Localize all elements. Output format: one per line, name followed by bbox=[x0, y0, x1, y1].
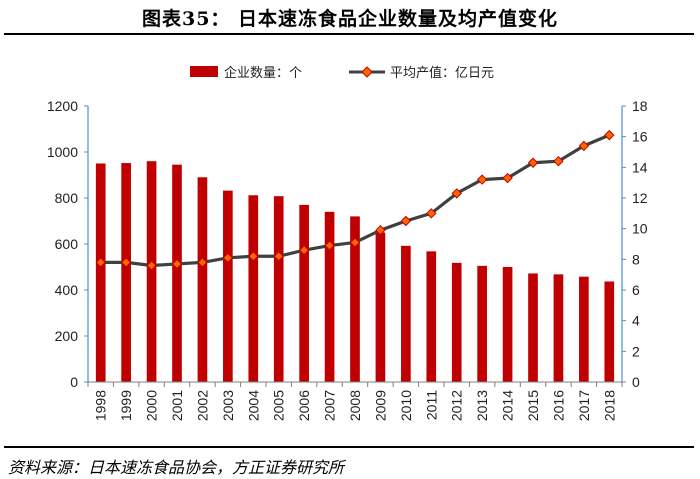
line-point-2014 bbox=[502, 172, 513, 184]
right-tick-label: 18 bbox=[632, 98, 648, 114]
bar-2006 bbox=[299, 204, 309, 382]
x-tick-label: 2016 bbox=[550, 390, 566, 421]
left-tick-label: 200 bbox=[55, 328, 79, 344]
line-point-2002 bbox=[197, 257, 208, 268]
bar-2000 bbox=[146, 161, 157, 382]
chart: 0 200 400 600 800 1000 1200 0 2 4 6 8 10 12 14 16 18 1998… bbox=[47, 65, 648, 421]
line-point-2017 bbox=[578, 140, 590, 152]
bar-2013 bbox=[477, 265, 487, 382]
bar-2017 bbox=[579, 276, 589, 382]
bar-2004 bbox=[248, 195, 259, 382]
bar-1999 bbox=[121, 163, 131, 382]
left-tick-label: 600 bbox=[55, 236, 79, 252]
line-point-2007 bbox=[324, 240, 335, 251]
x-tick-label: 2007 bbox=[322, 390, 338, 421]
x-tick-label: 2005 bbox=[271, 390, 287, 421]
line-point-2016 bbox=[553, 155, 564, 167]
line-point-2005 bbox=[273, 251, 284, 262]
right-tick-label: 8 bbox=[632, 251, 640, 267]
line-point-1998 bbox=[95, 257, 106, 268]
bar-2001 bbox=[172, 164, 182, 382]
x-tick-label: 2013 bbox=[474, 390, 490, 421]
bar-2005 bbox=[273, 196, 284, 382]
right-tick-label: 10 bbox=[632, 221, 648, 237]
x-tick-label: 2004 bbox=[245, 390, 261, 421]
x-tick-label: 2003 bbox=[220, 390, 236, 421]
x-tick-label: 2017 bbox=[576, 390, 592, 421]
x-tick-label: 2001 bbox=[169, 390, 185, 421]
legend-bar-swatch bbox=[190, 66, 218, 77]
line-series bbox=[95, 129, 615, 271]
right-tick-label: 6 bbox=[632, 282, 640, 298]
line-point-2010 bbox=[400, 215, 412, 227]
x-tick-label: 2002 bbox=[194, 390, 210, 421]
left-tick-label: 0 bbox=[70, 374, 78, 390]
bar-2002 bbox=[197, 177, 208, 382]
legend: 企业数量：个 平均产值：亿日元 bbox=[190, 65, 494, 81]
line-point-2012 bbox=[451, 188, 462, 199]
source-note: 资料来源：日本速冻食品协会，方正证券研究所 bbox=[8, 458, 345, 477]
x-tick-label: 2014 bbox=[500, 390, 516, 421]
line-point-2011 bbox=[426, 208, 437, 219]
bar-2011 bbox=[426, 251, 437, 382]
legend-line-marker bbox=[361, 66, 373, 78]
line-point-2006 bbox=[298, 244, 310, 256]
x-tick-label: 2006 bbox=[296, 390, 312, 421]
x-tick-label: 2009 bbox=[372, 390, 388, 421]
figure-title: 图表35： 日本速冻食品企业数量及均产值变化 bbox=[141, 8, 559, 30]
bar-series bbox=[95, 161, 615, 382]
right-tick-label: 2 bbox=[632, 343, 640, 359]
line-point-2018 bbox=[604, 129, 615, 141]
left-tick-label: 400 bbox=[55, 282, 79, 298]
bottom-rule bbox=[4, 446, 694, 448]
x-tick-label: 1998 bbox=[93, 390, 109, 421]
x-tick-label: 2008 bbox=[347, 390, 363, 421]
line-point-2013 bbox=[476, 174, 488, 185]
x-tick-label: 2018 bbox=[601, 390, 617, 421]
bar-2012 bbox=[451, 262, 462, 382]
bar-2018 bbox=[604, 281, 615, 382]
x-tick-label: 2000 bbox=[144, 390, 160, 421]
bar-2015 bbox=[528, 273, 538, 382]
line-point-2003 bbox=[222, 252, 234, 264]
line-point-2008 bbox=[349, 237, 361, 248]
right-tick-label: 0 bbox=[632, 374, 640, 390]
left-tick-label: 1000 bbox=[47, 144, 78, 160]
legend-line-label: 平均产值：亿日元 bbox=[390, 65, 494, 81]
line-point-2000 bbox=[146, 260, 157, 271]
bar-2009 bbox=[375, 232, 386, 382]
left-tick-label: 800 bbox=[55, 190, 79, 206]
bar-2014 bbox=[502, 267, 513, 382]
top-rule bbox=[4, 33, 694, 35]
right-tick-label: 4 bbox=[632, 313, 640, 329]
bar-2003 bbox=[223, 190, 233, 382]
axes: 0 200 400 600 800 1000 1200 0 2 4 6 8 10 12 14 16 18 1998… bbox=[47, 98, 648, 421]
right-tick-label: 14 bbox=[632, 159, 648, 175]
x-tick-label: 2011 bbox=[423, 390, 439, 420]
bar-2016 bbox=[553, 274, 564, 382]
line-point-2015 bbox=[527, 157, 539, 168]
bar-2010 bbox=[401, 245, 411, 382]
legend-bar-label: 企业数量：个 bbox=[224, 65, 302, 81]
right-tick-label: 16 bbox=[632, 129, 648, 145]
line-point-2009 bbox=[375, 224, 386, 236]
x-tick-label: 1999 bbox=[118, 390, 134, 421]
line-point-2004 bbox=[248, 251, 259, 262]
line-point-2001 bbox=[171, 258, 183, 270]
line-point-1999 bbox=[120, 257, 132, 268]
x-tick-label: 2010 bbox=[398, 390, 414, 421]
left-tick-label: 1200 bbox=[47, 98, 78, 114]
x-tick-label: 2015 bbox=[525, 390, 541, 421]
x-tick-label: 2012 bbox=[449, 390, 465, 421]
right-tick-label: 12 bbox=[632, 190, 648, 206]
bar-2007 bbox=[324, 211, 335, 382]
bar-1998 bbox=[95, 163, 106, 382]
bar-2008 bbox=[350, 216, 360, 382]
